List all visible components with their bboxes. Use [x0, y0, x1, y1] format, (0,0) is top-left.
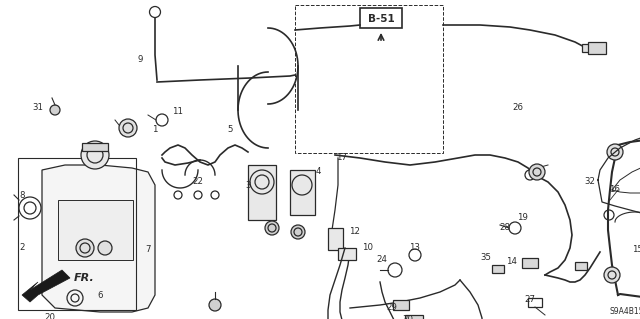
Text: 14: 14: [506, 257, 518, 266]
Text: 12: 12: [349, 227, 360, 236]
Text: 8: 8: [19, 190, 25, 199]
Bar: [328, 228, 343, 250]
Circle shape: [119, 119, 137, 137]
Text: 19: 19: [516, 213, 527, 222]
Text: 20: 20: [45, 314, 56, 319]
Text: 31: 31: [33, 103, 44, 113]
Text: 10: 10: [362, 243, 374, 253]
Bar: [492, 265, 504, 273]
Text: 9: 9: [138, 56, 143, 64]
Bar: [582, 44, 596, 52]
Bar: [405, 315, 423, 319]
Text: 26: 26: [513, 103, 524, 113]
Bar: [58, 200, 133, 260]
Text: 35: 35: [481, 254, 492, 263]
Bar: [528, 298, 542, 307]
Text: 32: 32: [584, 177, 595, 187]
Text: 5: 5: [227, 125, 233, 135]
Bar: [290, 170, 315, 215]
Circle shape: [265, 221, 279, 235]
Text: 11: 11: [173, 108, 184, 116]
Text: 29: 29: [387, 303, 397, 313]
Polygon shape: [22, 270, 70, 302]
Polygon shape: [42, 165, 155, 312]
Circle shape: [76, 239, 94, 257]
Text: 22: 22: [193, 177, 204, 187]
Bar: [522, 258, 538, 268]
Text: S9A4B1501B: S9A4B1501B: [610, 308, 640, 316]
Text: 28: 28: [499, 224, 511, 233]
Text: 15: 15: [632, 246, 640, 255]
Bar: [338, 248, 356, 260]
Text: 30: 30: [403, 315, 413, 319]
Bar: [575, 262, 587, 270]
Circle shape: [291, 225, 305, 239]
Circle shape: [98, 241, 112, 255]
Bar: [295, 5, 443, 153]
Text: 6: 6: [97, 292, 103, 300]
Text: 16: 16: [609, 186, 621, 195]
Text: 2: 2: [19, 243, 25, 253]
Text: 3: 3: [245, 181, 251, 189]
Circle shape: [81, 141, 109, 169]
Circle shape: [529, 164, 545, 180]
Text: 17: 17: [337, 153, 348, 162]
Bar: [393, 300, 409, 310]
Circle shape: [50, 105, 60, 115]
Text: B-51: B-51: [367, 14, 394, 24]
Circle shape: [607, 144, 623, 160]
Text: 27: 27: [525, 295, 536, 305]
Bar: [360, 8, 402, 28]
Text: 13: 13: [410, 243, 420, 253]
Circle shape: [604, 267, 620, 283]
Circle shape: [209, 299, 221, 311]
Bar: [82, 143, 108, 151]
Text: 4: 4: [316, 167, 321, 176]
Text: FR.: FR.: [74, 273, 95, 283]
Bar: [588, 42, 606, 54]
Text: 24: 24: [376, 256, 387, 264]
Bar: [248, 165, 276, 220]
Bar: [18, 158, 136, 310]
Text: 7: 7: [145, 246, 151, 255]
Text: 1: 1: [152, 125, 157, 135]
